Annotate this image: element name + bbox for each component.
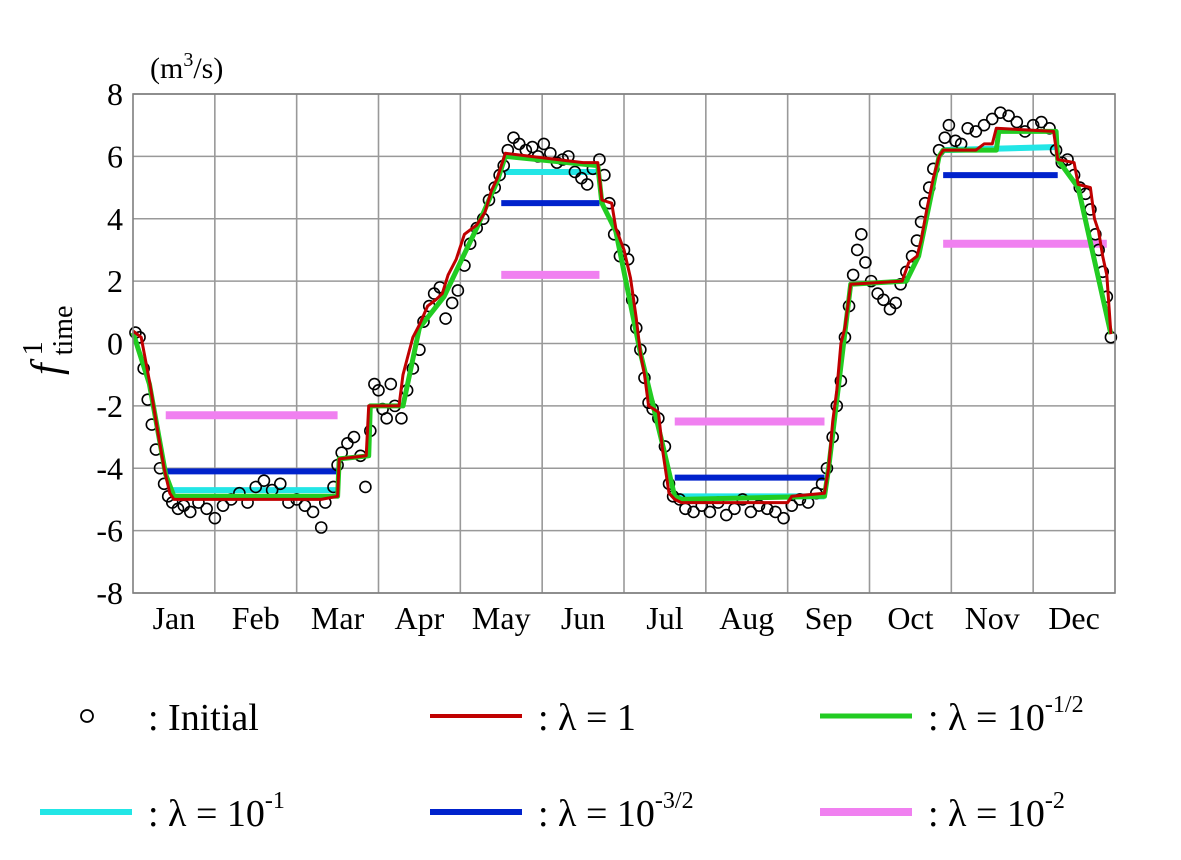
data-point [846, 268, 860, 282]
data-point [850, 243, 864, 257]
data-point [249, 480, 263, 494]
month-label: Oct [887, 600, 933, 636]
data-point [359, 480, 372, 494]
series-l1_2 [130, 128, 1114, 502]
grid-lines [133, 93, 1115, 594]
month-label: Feb [232, 600, 280, 636]
y-tick-label: 0 [107, 326, 123, 362]
data-point [341, 436, 354, 450]
series-l3_2 [165, 172, 1058, 481]
y-tick-label: 6 [107, 138, 123, 174]
data-point [977, 118, 991, 132]
data-point [687, 505, 700, 519]
data-point [961, 122, 975, 135]
data-point [703, 505, 717, 519]
month-label: Aug [719, 600, 774, 636]
data-point [273, 477, 287, 491]
svg-text:f1time: f1time [18, 306, 79, 375]
series-line [132, 126, 1113, 505]
data-point [537, 137, 551, 151]
data-point [306, 505, 320, 519]
data-point [380, 412, 393, 425]
month-label: Jul [646, 600, 683, 636]
month-label: May [472, 600, 531, 636]
legend-label: : Initial [148, 697, 259, 739]
month-label: Mar [311, 600, 365, 636]
data-point [855, 228, 868, 241]
y-tick-label: 2 [107, 263, 123, 299]
data-point [372, 383, 385, 397]
month-label: Jun [561, 600, 605, 636]
data-point [580, 178, 594, 191]
legend-label: : λ = 10-1/2 [928, 692, 1084, 739]
y-tick-label: -8 [96, 575, 123, 611]
series-line [130, 128, 1114, 502]
data-point [938, 131, 952, 144]
legend-item-initial: : Initial [80, 697, 259, 739]
data-point [512, 137, 526, 151]
data-point [451, 284, 465, 297]
data-point [777, 511, 790, 525]
legend-item-l2: : λ = 10-2 [820, 788, 1065, 835]
data-point [526, 140, 539, 154]
legend-label: : λ = 10-2 [928, 788, 1065, 835]
series-l2 [165, 239, 1107, 426]
data-point [859, 256, 872, 269]
data-point [314, 521, 328, 534]
data-point [1002, 109, 1015, 123]
data-point [200, 502, 213, 516]
legend-item-l1e1: : λ = 10-1 [40, 788, 285, 835]
data-point [183, 505, 197, 519]
month-label: Nov [965, 600, 1020, 636]
data-point [1035, 115, 1048, 129]
data-point [942, 118, 956, 132]
month-label: Jan [153, 600, 196, 636]
data-point [347, 430, 361, 444]
legend-item-l1: : λ = 1 [430, 697, 636, 739]
data-point [208, 511, 222, 525]
y-axis-label: f1time [18, 306, 79, 375]
data-point [395, 412, 408, 425]
legend: : Initial : λ = 1 : λ = 10-1/2 : λ = 10-1 : … [40, 692, 1084, 835]
data-point [889, 296, 902, 310]
y-tick-label: -4 [96, 450, 123, 486]
data-point [1010, 115, 1024, 129]
data-point [728, 502, 741, 516]
data-point [384, 377, 398, 391]
legend-label: : λ = 10-3/2 [538, 788, 694, 835]
month-label: Sep [805, 600, 853, 636]
data-series [129, 106, 1118, 534]
data-point [744, 505, 758, 519]
data-point [969, 125, 983, 138]
legend-item-l1_2: : λ = 10-1/2 [820, 692, 1084, 739]
plot-frame [132, 93, 1116, 594]
x-month-labels: Jan Feb Mar Apr May Jun Jul Aug Sep Oct Nov Dec [153, 600, 1100, 636]
unit-label: (m3/s) [150, 49, 223, 85]
month-label: Apr [395, 600, 445, 636]
y-tick-labels: 8 6 4 2 0 -2 -4 -6 -8 [96, 76, 123, 611]
month-label: Dec [1048, 600, 1100, 636]
data-point [877, 293, 890, 307]
data-point [568, 165, 582, 179]
legend-item-l3_2: : λ = 10-3/2 [430, 788, 694, 835]
series-l1 [132, 126, 1113, 505]
y-tick-label: -6 [96, 513, 123, 549]
data-point [994, 106, 1007, 120]
data-point [439, 312, 452, 325]
y-tick-label: 8 [107, 76, 123, 112]
data-point [769, 505, 782, 519]
data-point [719, 508, 733, 522]
legend-label: : λ = 1 [538, 697, 636, 739]
y-tick-label: 4 [107, 201, 123, 237]
data-point [785, 499, 799, 512]
legend-marker [80, 709, 94, 723]
data-point [894, 277, 907, 291]
data-point [985, 112, 999, 126]
data-point [368, 377, 381, 391]
data-point [257, 474, 271, 488]
data-point [445, 296, 459, 310]
y-tick-label: -2 [96, 388, 123, 424]
legend-label: : λ = 10-1 [148, 788, 285, 835]
